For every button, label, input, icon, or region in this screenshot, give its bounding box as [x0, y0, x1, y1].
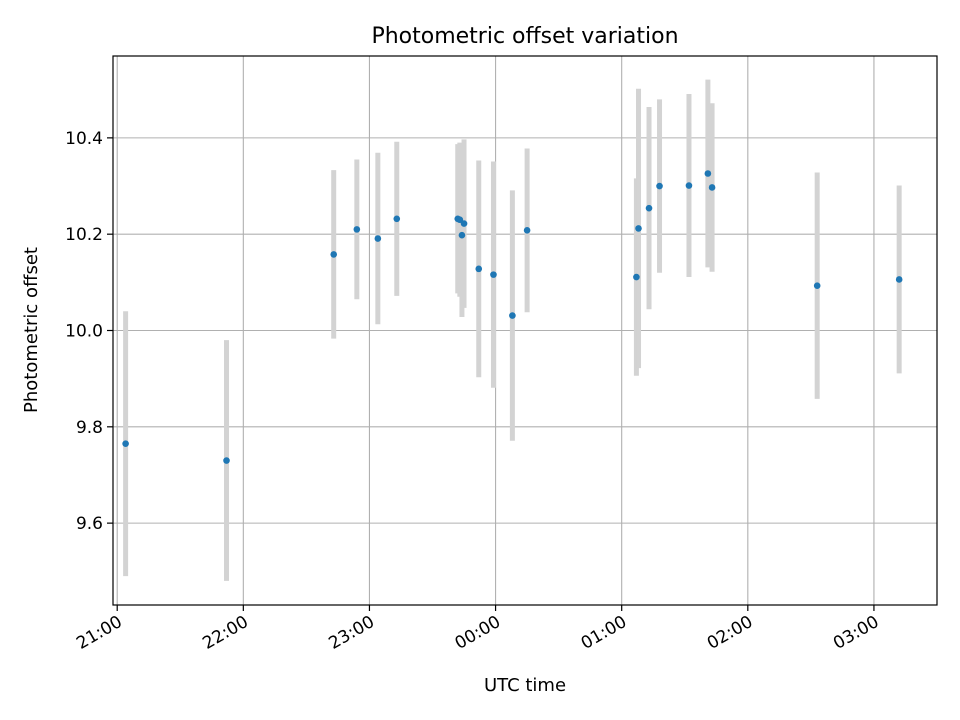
y-tick-label: 9.8 [76, 418, 103, 438]
grid-lines [113, 56, 937, 605]
axis-ticks: 21:00 22:00 23:00 00:00 01:00 02:00 03:00 9.6 9.… [65, 129, 882, 654]
data-point [456, 216, 464, 224]
data-point [633, 273, 640, 281]
data-point [330, 251, 338, 258]
data-point [458, 231, 466, 239]
data-point [509, 312, 516, 319]
data-point [635, 225, 642, 232]
data-point [374, 235, 382, 242]
data-point [393, 215, 401, 223]
x-tick-label: 21:00 [73, 612, 125, 654]
data-point [895, 276, 903, 283]
data-point [813, 282, 821, 290]
x-tick-label: 03:00 [830, 612, 882, 654]
data-point [490, 271, 497, 278]
x-tick-label: 02:00 [704, 612, 756, 654]
chart-title: Photometric offset variation [371, 24, 678, 49]
y-axis-label: Photometric offset [21, 247, 42, 413]
data-point [122, 440, 129, 447]
x-tick-label: 23:00 [326, 612, 378, 654]
x-axis-label: UTC time [484, 675, 566, 696]
data-point [460, 220, 468, 227]
y-tick-label: 10.4 [65, 129, 103, 149]
x-tick-label: 00:00 [452, 612, 504, 654]
data-point [656, 182, 663, 190]
data-point [223, 457, 230, 464]
data-point [704, 170, 712, 177]
data-point [475, 265, 483, 273]
x-tick-label: 01:00 [578, 612, 630, 654]
data-points [122, 170, 903, 464]
data-point [685, 182, 693, 189]
data-point [353, 226, 361, 233]
data-point [523, 227, 531, 234]
y-tick-label: 10.0 [65, 322, 103, 342]
y-tick-label: 9.6 [76, 514, 103, 534]
x-tick-label: 22:00 [199, 612, 251, 654]
data-point [708, 184, 716, 191]
data-point [645, 204, 653, 212]
y-tick-label: 10.2 [65, 225, 103, 245]
